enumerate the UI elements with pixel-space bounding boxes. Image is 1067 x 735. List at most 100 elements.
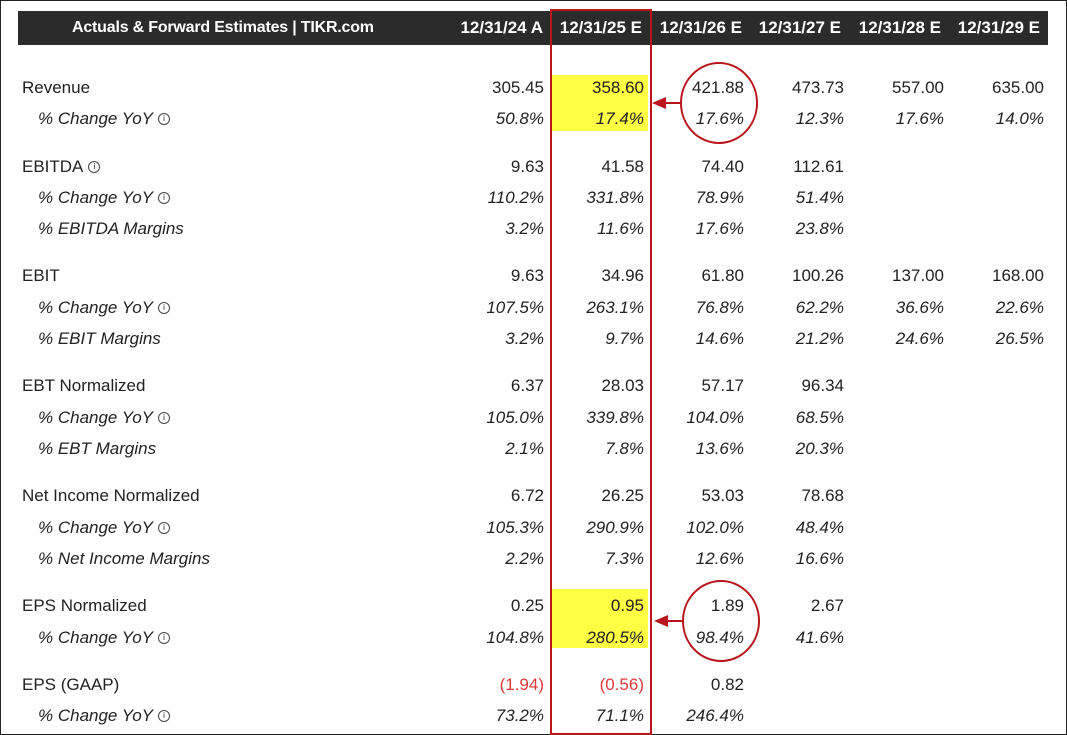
- info-icon[interactable]: i: [158, 521, 170, 534]
- cell-ebit-margins-col3: 21.2%: [795, 329, 844, 348]
- row-label-text: % Net Income Margins: [38, 549, 210, 568]
- info-icon[interactable]: i: [158, 112, 170, 125]
- cell-eps-change-yoy-col2: 98.4%: [695, 628, 744, 647]
- column-header-2024a[interactable]: 12/31/24 A: [460, 18, 543, 37]
- info-icon[interactable]: i: [158, 411, 170, 424]
- cell-ebt-change-yoy-col2: 104.0%: [686, 408, 744, 427]
- cell-net-income-change-yoy-col2: 102.0%: [686, 518, 744, 537]
- table-row-eps-gaap: EPS (GAAP) (1.94) (0.56) 0.82: [0, 672, 1067, 698]
- row-label: % EBT Margins: [38, 436, 156, 462]
- info-icon[interactable]: i: [158, 191, 170, 204]
- table-row-revenue-change-yoy: % Change YoY i 50.8% 17.4% 17.6% 12.3% 17.6% 14…: [0, 106, 1067, 132]
- cell-net-income-normalized-col2: 53.03: [701, 486, 744, 505]
- cell-ebt-margins-col2: 13.6%: [695, 439, 744, 458]
- info-icon[interactable]: i: [88, 160, 101, 173]
- table-row-ebit: EBIT 9.63 34.96 61.80 100.26 137.00 168.00: [0, 263, 1067, 289]
- row-label: Revenue: [22, 75, 90, 101]
- cell-eps-gaap-col2: 0.82: [710, 675, 744, 694]
- cell-eps-gaap-col0: (1.94): [499, 675, 544, 694]
- row-label: % Change YoY i: [38, 106, 170, 132]
- cell-ebit-change-yoy-col1: 263.1%: [586, 298, 644, 317]
- cell-revenue-change-yoy-col4: 17.6%: [895, 109, 944, 128]
- cell-revenue-col3: 473.73: [792, 78, 844, 97]
- cell-net-income-margins-col1: 7.3%: [605, 549, 644, 568]
- cell-net-income-margins-col3: 16.6%: [795, 549, 844, 568]
- row-label: EBIT: [22, 263, 60, 289]
- table-row-ebitda-margins: % EBITDA Margins 3.2% 11.6% 17.6% 23.8%: [0, 216, 1067, 242]
- row-label: Net Income Normalized: [22, 483, 200, 509]
- cell-eps-change-yoy-col1: 280.5%: [586, 628, 644, 647]
- cell-ebit-col3: 100.26: [792, 266, 844, 285]
- cell-revenue-col0: 305.45: [492, 78, 544, 97]
- cell-ebit-margins-col4: 24.6%: [895, 329, 944, 348]
- cell-ebit-change-yoy-col4: 36.6%: [895, 298, 944, 317]
- row-label-text: EPS Normalized: [22, 596, 147, 615]
- cell-ebitda-change-yoy-col1: 331.8%: [586, 188, 644, 207]
- column-header-2029e[interactable]: 12/31/29 E: [957, 18, 1040, 37]
- table-title: Actuals & Forward Estimates | TIKR.com: [72, 19, 374, 36]
- cell-net-income-change-yoy-col0: 105.3%: [486, 518, 544, 537]
- cell-net-income-change-yoy-col3: 48.4%: [795, 518, 844, 537]
- eps-highlight: [552, 589, 648, 648]
- row-label-text: % EBIT Margins: [38, 329, 161, 348]
- row-label-text: % Change YoY: [38, 408, 153, 427]
- cell-net-income-normalized-col3: 78.68: [801, 486, 844, 505]
- cell-ebitda-change-yoy-col3: 51.4%: [795, 188, 844, 207]
- info-icon[interactable]: i: [158, 631, 170, 644]
- row-label: % Change YoY i: [38, 625, 170, 651]
- cell-ebit-col0: 9.63: [510, 266, 544, 285]
- cell-ebitda-change-yoy-col2: 78.9%: [695, 188, 744, 207]
- info-icon[interactable]: i: [158, 301, 170, 314]
- cell-eps-normalized-col2: 1.89: [710, 596, 744, 615]
- cell-ebt-change-yoy-col1: 339.8%: [586, 408, 644, 427]
- row-label: % EBITDA Margins: [38, 216, 184, 242]
- cell-eps-gaap-change-yoy-col1: 71.1%: [595, 706, 644, 725]
- cell-ebitda-col0: 9.63: [510, 157, 544, 176]
- cell-ebit-margins-col2: 14.6%: [695, 329, 744, 348]
- cell-net-income-normalized-col1: 26.25: [601, 486, 644, 505]
- cell-ebitda-margins-col1: 11.6%: [597, 219, 644, 238]
- column-header-2026e[interactable]: 12/31/26 E: [659, 18, 742, 37]
- cell-revenue-change-yoy-col2: 17.6%: [695, 109, 744, 128]
- cell-ebitda-change-yoy-col0: 110.2%: [487, 188, 544, 207]
- row-label: % Change YoY i: [38, 185, 170, 211]
- cell-ebit-margins-col1: 9.7%: [605, 329, 644, 348]
- column-header-2025e[interactable]: 12/31/25 E: [559, 18, 642, 37]
- cell-ebt-margins-col1: 7.8%: [605, 439, 644, 458]
- eps-circle: [682, 580, 760, 662]
- cell-revenue-col5: 635.00: [992, 78, 1044, 97]
- table-row-revenue: Revenue 305.45 358.60 421.88 473.73 557.00 635…: [0, 75, 1067, 101]
- cell-ebit-col1: 34.96: [601, 266, 644, 285]
- cell-ebit-change-yoy-col0: 107.5%: [486, 298, 544, 317]
- cell-revenue-change-yoy-col5: 14.0%: [995, 109, 1044, 128]
- table-row-eps-change-yoy: % Change YoY i 104.8% 280.5% 98.4% 41.6%: [0, 625, 1067, 651]
- cell-ebt-change-yoy-col3: 68.5%: [795, 408, 844, 427]
- row-label-text: % Change YoY: [38, 518, 153, 537]
- row-label: % Change YoY i: [38, 515, 170, 541]
- column-header-2027e[interactable]: 12/31/27 E: [758, 18, 841, 37]
- cell-ebt-normalized-col2: 57.17: [701, 376, 744, 395]
- table-row-ebitda: EBITDA i 9.63 41.58 74.40 112.61: [0, 154, 1067, 180]
- table-row-ebt-change-yoy: % Change YoY i 105.0% 339.8% 104.0% 68.5%: [0, 405, 1067, 431]
- cell-ebt-normalized-col1: 28.03: [601, 376, 644, 395]
- cell-ebit-margins-col5: 26.5%: [995, 329, 1044, 348]
- table-row-net-income-margins: % Net Income Margins 2.2% 7.3% 12.6% 16.6%: [0, 546, 1067, 572]
- cell-ebitda-col1: 41.58: [601, 157, 644, 176]
- row-label: % Change YoY i: [38, 295, 170, 321]
- row-label: EBITDA i: [22, 154, 101, 180]
- table-row-net-income-normalized: Net Income Normalized 6.72 26.25 53.03 78.68: [0, 483, 1067, 509]
- row-label-text: % Change YoY: [38, 628, 153, 647]
- cell-revenue-col1: 358.60: [592, 78, 644, 97]
- row-label: % EBIT Margins: [38, 326, 161, 352]
- highlight-column-box: [550, 9, 652, 735]
- cell-net-income-change-yoy-col1: 290.9%: [586, 518, 644, 537]
- table-row-ebt-margins: % EBT Margins 2.1% 7.8% 13.6% 20.3%: [0, 436, 1067, 462]
- cell-eps-normalized-col3: 2.67: [810, 596, 844, 615]
- cell-eps-change-yoy-col3: 41.6%: [795, 628, 844, 647]
- cell-eps-normalized-col1: 0.95: [610, 596, 644, 615]
- info-icon[interactable]: i: [158, 709, 170, 722]
- row-label-text: % Change YoY: [38, 109, 153, 128]
- column-header-2028e[interactable]: 12/31/28 E: [858, 18, 941, 37]
- row-label: % Change YoY i: [38, 405, 170, 431]
